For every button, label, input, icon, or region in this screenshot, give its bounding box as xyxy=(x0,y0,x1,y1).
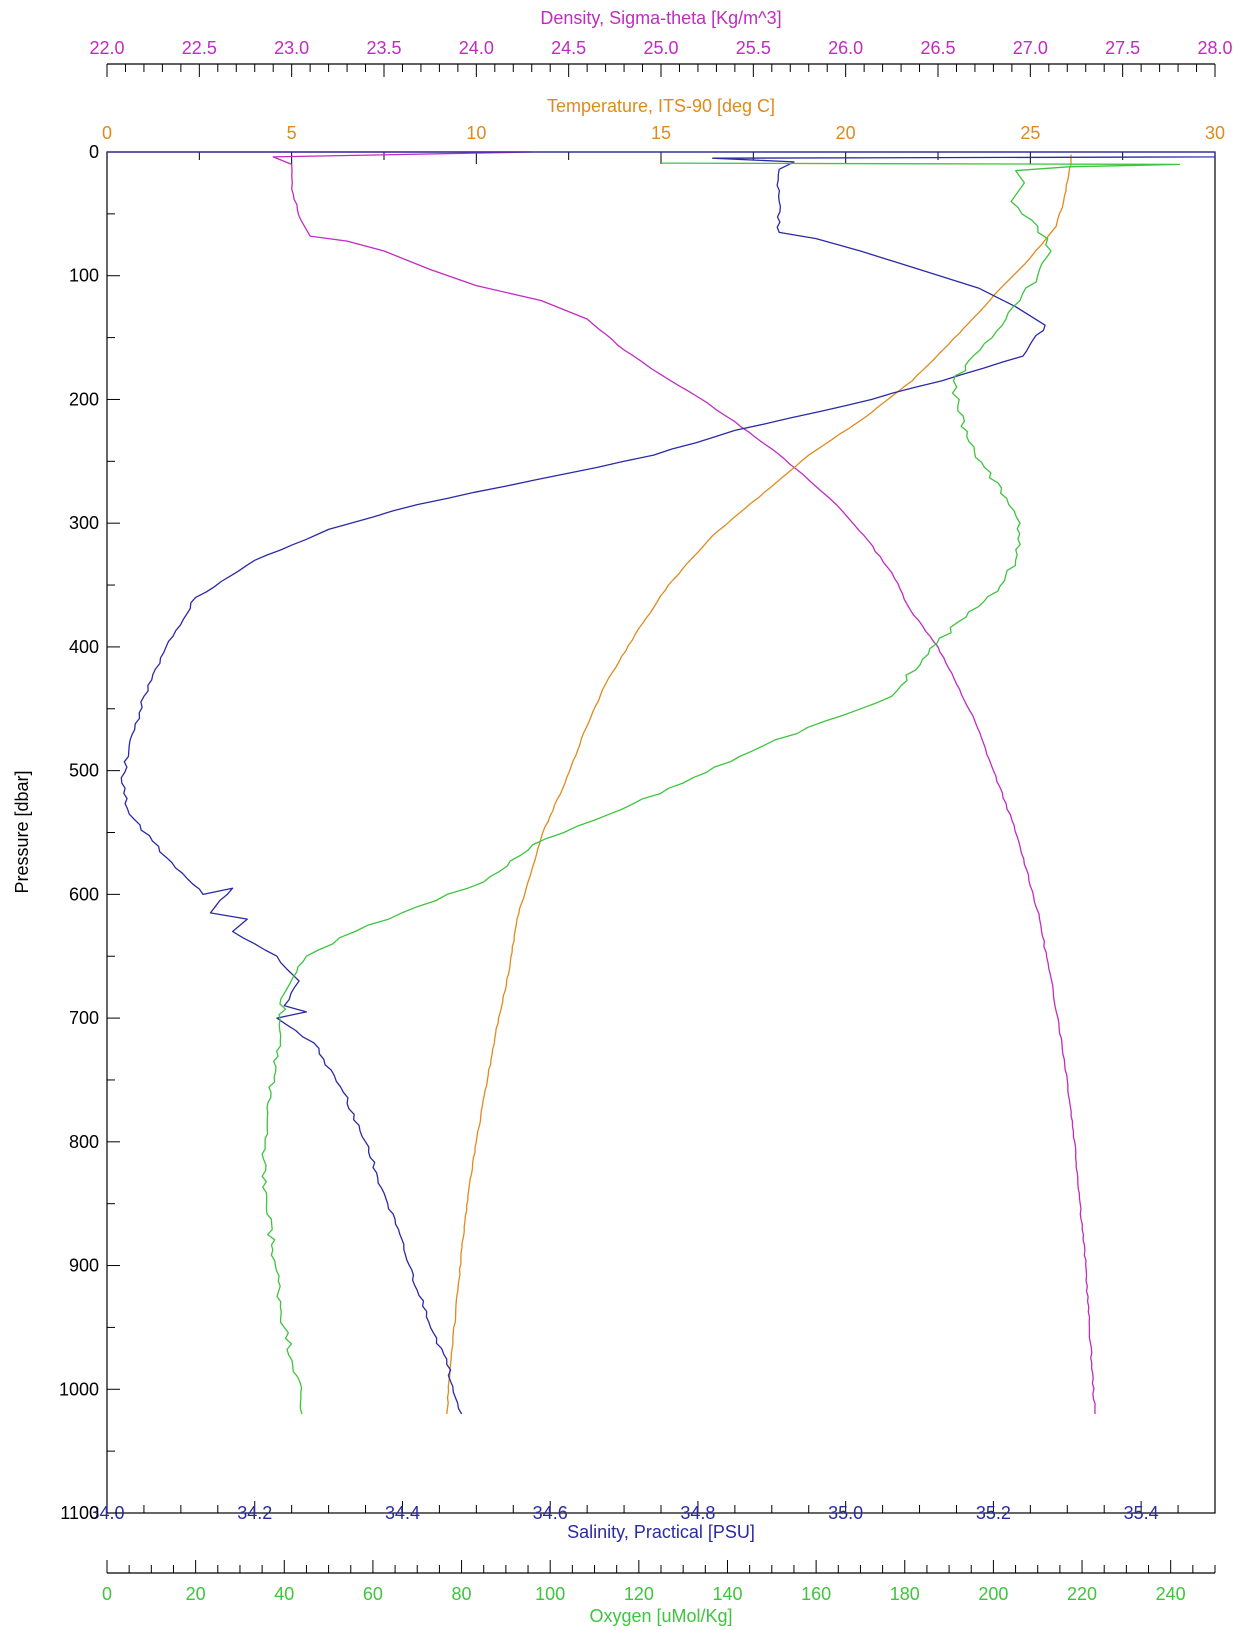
pressure-tick-label: 900 xyxy=(69,1256,99,1276)
density-tick-label: 25.0 xyxy=(643,38,678,58)
pressure-axis-label: Pressure [dbar] xyxy=(12,770,32,893)
temperature-axis: 0 5 10 15 20 25 30 Temperature, ITS-90 [deg C] xyxy=(102,96,1225,143)
pressure-tick-label: 1100 xyxy=(60,1503,99,1523)
density-axis: 22.0 22.5 23.0 23.5 24.0 24.5 25.0 25.5 26.0 26.5… xyxy=(89,8,1233,164)
pressure-tick-label: 500 xyxy=(69,761,99,781)
salinity-profile-line xyxy=(107,151,1216,1415)
salinity-tick-label: 35.2 xyxy=(976,1503,1011,1523)
oxygen-tick-label: 160 xyxy=(801,1584,831,1604)
salinity-axis-tick-labels: 34.0 34.2 34.4 34.6 34.8 35.0 35.2 35.4 xyxy=(89,1503,1158,1523)
temperature-tick-label: 25 xyxy=(1020,123,1040,143)
temperature-tick-label: 30 xyxy=(1205,123,1225,143)
oxygen-tick-label: 20 xyxy=(186,1584,206,1604)
density-tick-label: 23.0 xyxy=(274,38,309,58)
density-tick-label: 28.0 xyxy=(1197,38,1232,58)
oxygen-tick-label: 200 xyxy=(978,1584,1008,1604)
salinity-axis-label: Salinity, Practical [PSU] xyxy=(567,1522,755,1542)
density-tick-label: 22.5 xyxy=(182,38,217,58)
oxygen-tick-label: 220 xyxy=(1067,1584,1097,1604)
pressure-tick-label: 100 xyxy=(69,266,99,286)
oxygen-axis: 0 20 40 60 80 100 120 140 160 180 200 220 240 Oxygen… xyxy=(102,1560,1216,1626)
salinity-tick-label: 34.2 xyxy=(237,1503,272,1523)
temperature-axis-label: Temperature, ITS-90 [deg C] xyxy=(547,96,775,116)
density-tick-label: 26.0 xyxy=(828,38,863,58)
oxygen-axis-ticks xyxy=(106,1560,1216,1574)
pressure-tick-label: 400 xyxy=(69,637,99,657)
temperature-axis-tick-labels: 0 5 10 15 20 25 30 xyxy=(102,123,1225,143)
temperature-tick-label: 5 xyxy=(287,123,297,143)
salinity-axis: 34.0 34.2 34.4 34.6 34.8 35.0 35.2 35.4 Salinit… xyxy=(89,1501,1216,1542)
density-tick-label: 24.5 xyxy=(551,38,586,58)
density-tick-label: 22.0 xyxy=(89,38,124,58)
density-tick-label: 26.5 xyxy=(920,38,955,58)
density-profile-line xyxy=(107,151,1096,1415)
density-tick-label: 24.0 xyxy=(459,38,494,58)
density-axis-label: Density, Sigma-theta [Kg/m^3] xyxy=(540,8,781,28)
oxygen-tick-label: 80 xyxy=(452,1584,472,1604)
density-tick-label: 23.5 xyxy=(366,38,401,58)
pressure-axis: 0 100 200 300 400 500 600 700 800 900 1000 1100 Pre… xyxy=(12,142,120,1523)
pressure-axis-ticks xyxy=(107,151,120,1514)
temperature-tick-label: 10 xyxy=(466,123,486,143)
temperature-tick-label: 0 xyxy=(102,123,112,143)
pressure-tick-label: 700 xyxy=(69,1008,99,1028)
density-axis-tick-labels: 22.0 22.5 23.0 23.5 24.0 24.5 25.0 25.5 26.0 26.5… xyxy=(89,38,1232,58)
density-tick-label: 27.5 xyxy=(1105,38,1140,58)
density-axis-ticks xyxy=(106,63,1216,164)
oxygen-tick-label: 120 xyxy=(624,1584,654,1604)
salinity-axis-ticks xyxy=(106,1501,1216,1513)
oxygen-axis-label: Oxygen [uMol/Kg] xyxy=(589,1606,732,1626)
oxygen-tick-label: 240 xyxy=(1156,1584,1186,1604)
profile-series xyxy=(107,151,1216,1415)
pressure-tick-label: 200 xyxy=(69,389,99,409)
salinity-tick-label: 34.4 xyxy=(385,1503,420,1523)
pressure-tick-label: 0 xyxy=(89,142,99,162)
density-tick-label: 27.0 xyxy=(1013,38,1048,58)
temperature-tick-label: 20 xyxy=(836,123,856,143)
oxygen-tick-label: 40 xyxy=(274,1584,294,1604)
pressure-tick-label: 1000 xyxy=(59,1379,99,1399)
oxygen-tick-label: 60 xyxy=(363,1584,383,1604)
salinity-tick-label: 34.8 xyxy=(680,1503,715,1523)
salinity-tick-label: 35.0 xyxy=(828,1503,863,1523)
plot-frame xyxy=(106,151,1216,1514)
salinity-tick-label: 35.4 xyxy=(1124,1503,1159,1523)
plot-area xyxy=(106,151,1216,1514)
salinity-tick-label: 34.6 xyxy=(533,1503,568,1523)
oxygen-tick-label: 180 xyxy=(890,1584,920,1604)
pressure-axis-tick-labels: 0 100 200 300 400 500 600 700 800 900 1000 1100 xyxy=(59,142,99,1523)
pressure-tick-label: 300 xyxy=(69,513,99,533)
pressure-tick-label: 600 xyxy=(69,884,99,904)
oxygen-tick-label: 0 xyxy=(102,1584,112,1604)
oxygen-tick-label: 140 xyxy=(712,1584,742,1604)
oxygen-axis-tick-labels: 0 20 40 60 80 100 120 140 160 180 200 220 240 xyxy=(102,1584,1186,1604)
oxygen-tick-label: 100 xyxy=(535,1584,565,1604)
temperature-tick-label: 15 xyxy=(651,123,671,143)
oxygen-profile-line xyxy=(261,162,1181,1415)
density-tick-label: 25.5 xyxy=(736,38,771,58)
temperature-profile-line xyxy=(446,154,1072,1415)
pressure-tick-label: 800 xyxy=(69,1132,99,1152)
